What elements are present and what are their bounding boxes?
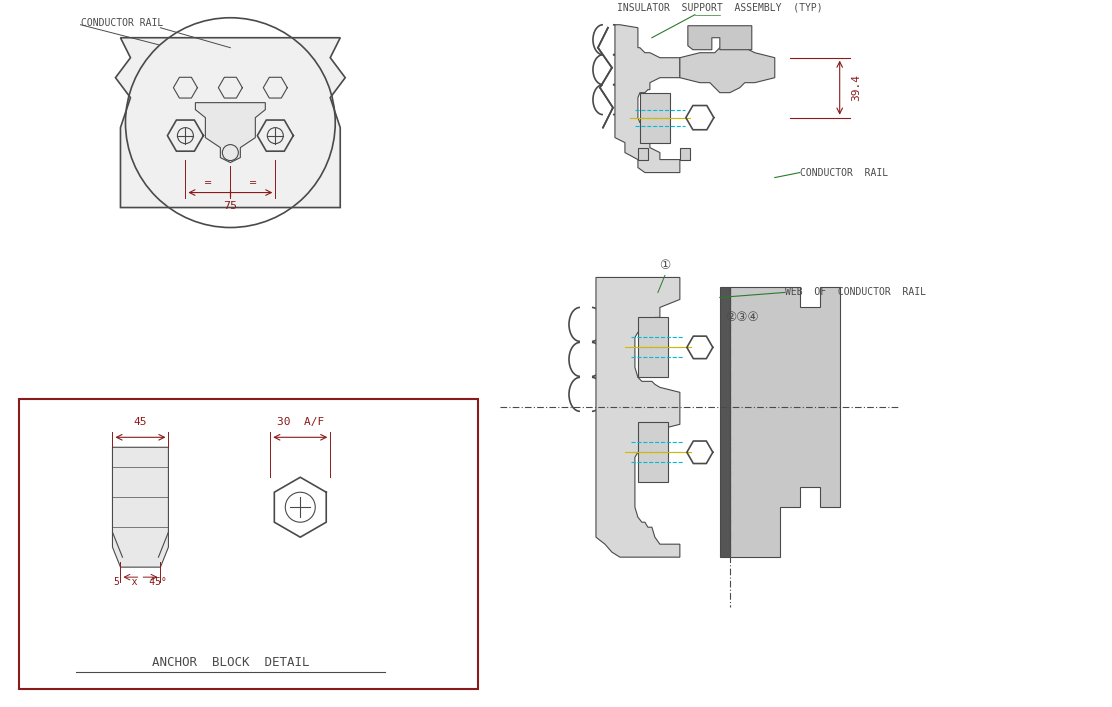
Text: ②③④: ②③④ [725,311,758,324]
Polygon shape [729,288,840,557]
Text: CONDUCTOR  RAIL: CONDUCTOR RAIL [800,168,887,177]
Bar [638,422,668,482]
Bar [639,93,669,143]
Polygon shape [596,277,679,557]
Text: =: = [249,179,257,189]
Text: 5  x  45°: 5 x 45° [115,577,167,587]
Text: ANCHOR  BLOCK  DETAIL: ANCHOR BLOCK DETAIL [151,656,309,669]
Polygon shape [688,25,752,49]
Polygon shape [196,103,266,163]
Text: 30  A/F: 30 A/F [277,417,324,427]
Text: =: = [205,179,212,189]
Text: CONDUCTOR RAIL: CONDUCTOR RAIL [80,18,162,28]
Text: 75: 75 [224,201,238,211]
Text: ①: ① [659,259,671,272]
Bar [719,288,729,557]
Text: 45: 45 [133,417,147,427]
Text: WEB  OF  CONDUCTOR  RAIL: WEB OF CONDUCTOR RAIL [785,288,926,298]
Polygon shape [679,148,689,160]
Polygon shape [116,37,345,208]
Bar [19,399,478,689]
Polygon shape [638,148,648,160]
Polygon shape [112,448,168,567]
Polygon shape [679,42,775,93]
Text: 39.4: 39.4 [852,74,862,101]
Polygon shape [615,25,679,173]
Text: INSULATOR  SUPPORT  ASSEMBLY  (TYP): INSULATOR SUPPORT ASSEMBLY (TYP) [617,3,823,13]
Bar [638,317,668,378]
